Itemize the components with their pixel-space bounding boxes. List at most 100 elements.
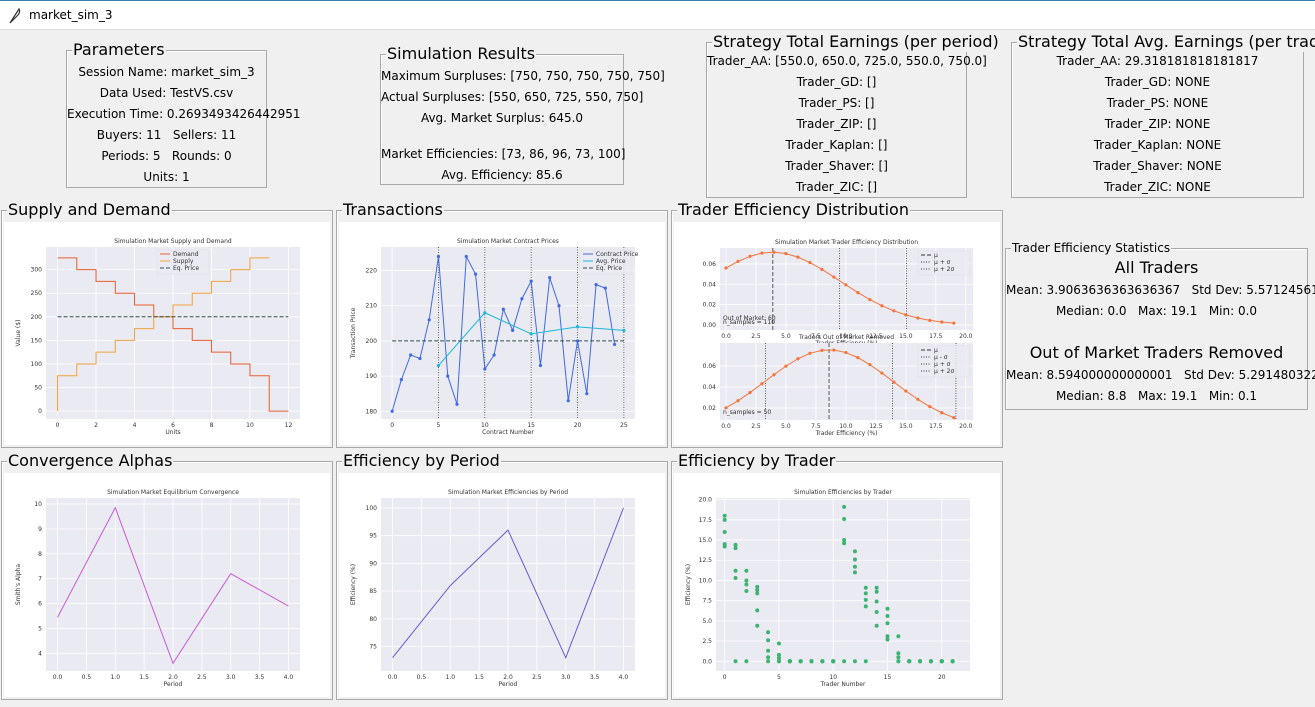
scatter-point (842, 538, 847, 543)
scatter-point (896, 655, 901, 660)
scatter-point (928, 659, 933, 664)
x-tick-label: 15.0 (899, 423, 913, 430)
series-marker (760, 251, 764, 255)
y-tick-label: 15.0 (699, 537, 713, 544)
y-tick-label: 220 (366, 268, 378, 275)
info-line: Trader_ZIC: NONE (1104, 180, 1211, 194)
scatter-point (722, 513, 727, 518)
y-axis-label: Value ($) (15, 320, 22, 347)
series-marker (409, 353, 413, 357)
x-tick-label: 25 (620, 422, 628, 429)
series-marker (844, 283, 848, 287)
scatter-point (874, 623, 879, 628)
frame-title: Trader Efficiency Statistics (1011, 241, 1172, 255)
series-marker (492, 353, 496, 357)
y-tick-label: 5.0 (702, 618, 712, 625)
scatter-point (755, 623, 760, 628)
scatter-point (722, 517, 727, 522)
y-tick-label: 0.0 (702, 658, 712, 665)
x-tick-label: 15 (527, 422, 535, 429)
x-tick-label: 5 (777, 674, 781, 681)
series-marker (724, 406, 728, 410)
y-tick-label: 80 (369, 616, 377, 623)
scatter-point (744, 578, 749, 583)
chart-panel: Trader Efficiency Distribution (671, 200, 1003, 448)
frame-title: Parameters (72, 40, 166, 60)
legend-label: μ + 2σ (934, 266, 954, 273)
legend-label: μ + σ (934, 259, 951, 266)
info-line: Data Used: TestVS.csv (99, 86, 234, 100)
window-icon (9, 7, 21, 24)
x-tick-label: 12 (285, 422, 293, 429)
x-tick-label: 2.5 (532, 674, 542, 681)
series-line (57, 257, 289, 412)
series-marker (892, 380, 896, 384)
info-line: Trader_ZIP: NONE (1104, 117, 1211, 131)
x-tick-label: 2.0 (503, 674, 513, 681)
y-tick-label: 95 (369, 533, 377, 540)
y-tick-label: 210 (366, 303, 378, 310)
x-tick-label: 17.5 (929, 333, 943, 340)
series-marker (808, 260, 812, 265)
x-tick-label: 1.0 (110, 674, 120, 681)
scatter-point (776, 652, 781, 657)
series-marker (820, 348, 824, 352)
window-title: market_sim_3 (29, 8, 113, 22)
series-marker (399, 378, 403, 382)
y-tick-label: 17.5 (699, 517, 713, 524)
y-tick-label: 180 (366, 408, 378, 415)
info-line: Trader_GD: [] (796, 75, 877, 89)
info-line: Trader_Shaver: [] (785, 159, 888, 173)
title-bar: market_sim_3 (0, 0, 1315, 30)
scatter-point (733, 659, 738, 664)
chart-panel: Transactions (336, 200, 668, 448)
axes-background (381, 247, 635, 419)
frame-title: Simulation Results (386, 44, 537, 64)
series-marker (856, 356, 860, 360)
scatter-point (852, 570, 857, 575)
series-line (725, 251, 954, 324)
x-tick-label: 15.0 (899, 333, 913, 340)
series-marker (501, 307, 505, 311)
x-tick-label: 2.5 (751, 333, 761, 340)
scatter-point (842, 517, 847, 522)
series-marker (928, 318, 932, 322)
x-tick-label: 3.0 (561, 674, 571, 681)
series-marker (520, 297, 524, 301)
scatter-point (776, 656, 781, 661)
scatter-point (722, 544, 727, 549)
series-marker (832, 348, 836, 352)
series-marker (880, 371, 884, 375)
info-line: Buyers: 11 Sellers: 11 (96, 128, 237, 142)
series-marker (446, 374, 450, 378)
y-tick-label: 10 (34, 501, 42, 508)
series-marker (952, 321, 956, 325)
x-axis-label: Contract Number (482, 429, 534, 436)
chart-panel: Supply and Demand (1, 200, 333, 448)
series-marker (856, 291, 860, 295)
chart-panel: Convergence Alphas (1, 451, 333, 700)
scatter-point (766, 648, 771, 653)
info-line: Trader_Kaplan: [] (785, 138, 888, 152)
x-tick-label: 0 (723, 674, 727, 681)
scatter-point (863, 591, 868, 596)
chart-panel: Efficiency by Period (336, 451, 668, 700)
y-tick-label: 6 (38, 601, 42, 608)
x-tick-label: 20 (938, 674, 946, 681)
y-tick-label: 150 (31, 337, 43, 344)
x-tick-label: 17.5 (929, 423, 943, 430)
chart-panel: Efficiency by Trader (671, 451, 1003, 700)
series-line (725, 349, 955, 419)
x-tick-label: 15 (884, 674, 892, 681)
scatter-point (744, 582, 749, 587)
y-tick-label: 5 (38, 625, 42, 632)
series-marker (736, 259, 740, 264)
chart-title: Simulation Market Equilibrium Convergenc… (107, 489, 239, 496)
legend-label: μ (934, 252, 938, 259)
legend-label: Supply (173, 258, 194, 265)
scatter-point (918, 659, 923, 664)
legend-box (917, 250, 971, 276)
legend-label: μ + σ (934, 361, 951, 368)
series-marker (820, 267, 824, 271)
scatter-point (863, 659, 868, 664)
